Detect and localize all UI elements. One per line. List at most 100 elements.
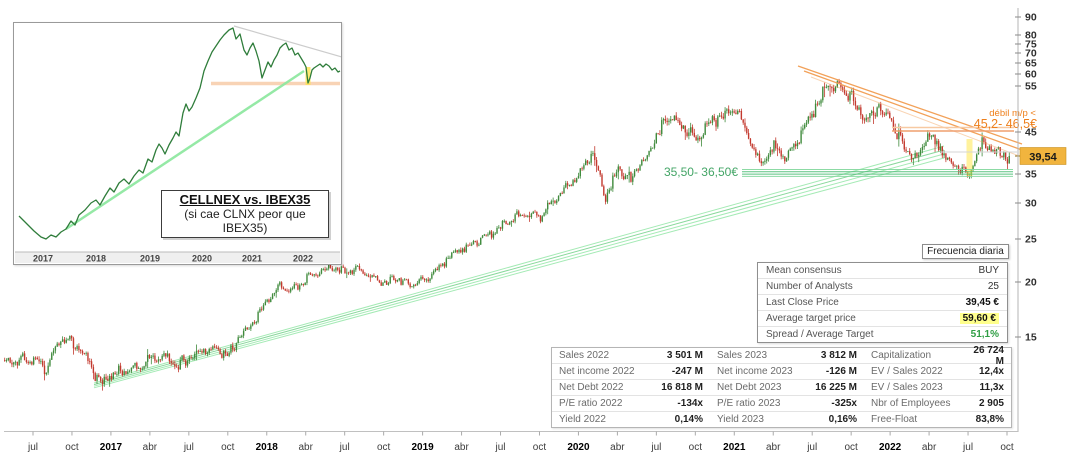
x-axis-tick-label: oct [844,442,858,453]
x-axis-tick-label: abr [143,442,158,453]
fin-label: Capitalization [871,350,932,361]
x-axis-tick-label: abr [766,442,781,453]
x-axis-tick-label: jul [806,442,817,453]
fin-label: Net Debt 2023 [717,382,782,393]
x-axis-tick-label: abr [454,442,469,453]
y-axis-tick-label: 30 [1025,198,1037,210]
x-axis-tick-label: 2022 [879,442,902,453]
x-axis-tick-label: 2020 [567,442,590,453]
y-axis-tick-label: 45 [1025,127,1037,139]
x-axis-tick-label: oct [533,442,547,453]
inset-year-label: 2019 [140,254,160,264]
fin-value: 12,4x [978,366,1004,377]
y-axis-tick-label: 90 [1025,12,1037,24]
x-axis-tick-label: jul [27,442,38,453]
fin-value: 83,8% [975,414,1004,425]
y-axis-tick-label: 80 [1025,30,1037,42]
fin-label: Sales 2023 [717,350,768,361]
fin-value: 26 724 M [973,344,1004,367]
financials-row: P/E ratio 2022 -134x P/E ratio 2023 -325… [552,395,1011,411]
consensus-value: BUY [978,265,999,276]
x-axis-tick-label: abr [922,442,937,453]
consensus-row: Spread / Average Target 51,1% [758,326,1007,342]
x-axis-tick-label: 2021 [723,442,746,453]
frequency-button[interactable]: Frecuencia diaria [922,244,1009,259]
consensus-row: Number of Analysts 25 [758,278,1007,294]
consensus-row: Average target price 59,60 € [758,310,1007,326]
x-axis-tick-label: oct [221,442,235,453]
fin-value: 3 501 M [666,350,703,361]
resistance-note: débil m/p < [989,108,1036,119]
consensus-panel: Mean consensus BUY Number of Analysts 25… [757,262,1008,343]
fin-value: 0,14% [674,414,703,425]
fin-label: Yield 2023 [717,414,764,425]
fin-label: P/E ratio 2022 [559,398,623,409]
y-axis-tick-label: 20 [1025,277,1037,289]
resistance-zone-label: 45,2- 46,5€ [974,117,1037,131]
consensus-value: 39,45 € [965,297,999,308]
consensus-row: Mean consensus BUY [758,263,1007,278]
fin-label: P/E ratio 2023 [717,398,781,409]
financials-row: Net Debt 2022 16 818 M Net Debt 2023 16 … [552,379,1011,395]
x-axis-tick-label: 2017 [100,442,123,453]
y-axis-tick-label: 70 [1025,48,1037,60]
fin-value: 11,3x [979,382,1004,393]
inset-year-label: 2018 [86,254,106,264]
fin-value: 16 818 M [661,382,703,393]
fin-label: Net Debt 2022 [559,382,624,393]
inset-line-chart: 2017 2018 2019 2020 2021 2022 [15,25,341,264]
financials-row: Net income 2022 -247 M Net income 2023 -… [552,363,1011,379]
fin-label: Nbr of Employees [871,398,951,409]
x-axis-tick-label: abr [298,442,313,453]
x-axis-tick-label: oct [689,442,703,453]
x-axis-tick-label: jul [339,442,350,453]
inset-title-box: CELLNEX vs. IBEX35 (si cae CLNX peor que… [161,190,329,238]
x-axis-tick-label: oct [65,442,79,453]
y-axis-tick-label: 75 [1025,39,1037,51]
x-axis-tick-label: abr [610,442,625,453]
inset-ratio-line [18,27,341,240]
inset-subtitle: (si cae CLNX peor que IBEX35) [184,207,306,235]
fin-value: -134x [677,398,703,409]
fin-value: 3 812 M [820,350,857,361]
fin-value: -325x [831,398,857,409]
x-axis-tick-label: jul [962,442,973,453]
x-axis-tick-label: oct [1000,442,1014,453]
consensus-label: Average target price [766,313,856,324]
consensus-label: Spread / Average Target [766,329,874,340]
fin-value: 16 225 M [815,382,857,393]
consensus-target-price: 59,60 € [959,313,999,324]
inset-year-label: 2020 [192,254,212,264]
consensus-row: Last Close Price 39,45 € [758,294,1007,310]
support-zone-label: 35,50- 36,50€ [664,165,738,179]
x-axis-tick-label: jul [183,442,194,453]
y-axis-tick-label: 25 [1025,234,1037,246]
financials-row: Yield 2022 0,14% Yield 2023 0,16% Free-F… [552,411,1011,427]
inset-year-label: 2022 [293,254,313,264]
fin-label: Net income 2022 [559,366,635,377]
fin-label: EV / Sales 2023 [871,382,943,393]
x-axis-tick-label: 2019 [411,442,434,453]
fin-value: 2 905 [978,398,1004,409]
consensus-label: Mean consensus [766,265,842,276]
inset-year-label: 2021 [242,254,262,264]
x-axis-tick-label: 2018 [256,442,279,453]
fin-value: -247 M [671,366,703,377]
y-axis-tick-label: 65 [1025,58,1037,70]
fin-label: Yield 2022 [559,414,606,425]
y-axis-tick-label: 55 [1025,81,1037,93]
x-axis-tick-label: jul [650,442,661,453]
fin-label: Free-Float [871,414,918,425]
inset-relative-chart-panel: 2017 2018 2019 2020 2021 2022 CELLNEX vs. IBE… [13,22,342,265]
consensus-spread: 51,1% [970,329,999,340]
fin-label: Net income 2023 [717,366,793,377]
y-axis-tick-label: 15 [1025,332,1037,344]
fin-label: EV / Sales 2022 [871,366,943,377]
inset-title: CELLNEX vs. IBEX35 [179,192,311,207]
financials-table: Sales 2022 3 501 M Sales 2023 3 812 M Ca… [551,344,1012,428]
fin-value: 0,16% [828,414,857,425]
last-price-value: 39,54 [1029,152,1057,164]
consensus-value: 25 [987,281,999,292]
